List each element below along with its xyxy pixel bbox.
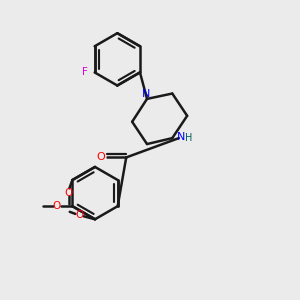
Text: N: N (176, 132, 185, 142)
Text: O: O (75, 210, 84, 220)
Text: O: O (53, 201, 61, 211)
Text: N: N (142, 89, 151, 99)
Text: F: F (82, 67, 88, 77)
Text: O: O (96, 152, 105, 162)
Text: O: O (65, 188, 73, 197)
Text: H: H (185, 133, 193, 143)
